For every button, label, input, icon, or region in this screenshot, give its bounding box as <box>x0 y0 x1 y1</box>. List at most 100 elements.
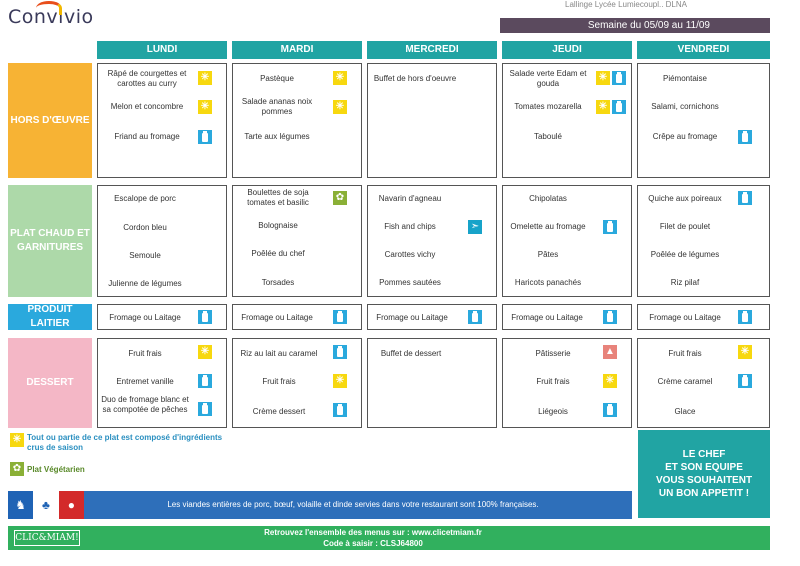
menu-item: Torsades <box>261 278 295 287</box>
category-dessert: DESSERT <box>8 338 92 428</box>
cell-lait-lundi: Fromage ou Laitage <box>97 304 227 330</box>
menu-item: Buffet de dessert <box>380 349 442 358</box>
footer-code: Code à saisir : CLSJ64800 <box>323 539 423 548</box>
cell-hors-mardi: Pastèque ✳ Salade ananas noix pommes ✳ T… <box>232 63 362 178</box>
top-faint-text: Lallinge Lycée Lumiecoupl.. DLNA <box>565 0 687 9</box>
footer-website[interactable]: Retrouvez l'ensemble des menus sur : www… <box>264 528 482 537</box>
menu-item: Pommes sautées <box>379 278 441 287</box>
milk-icon <box>738 310 752 324</box>
milk-icon <box>738 130 752 144</box>
cell-hors-lundi: Râpé de courgettes et carottes au curry … <box>97 63 227 178</box>
cell-plat-lundi: Escalope de porc Cordon bleu Semoule Jul… <box>97 185 227 297</box>
day-header-vendredi: VENDREDI <box>637 41 770 59</box>
chef-line: LE CHEF <box>682 449 726 460</box>
menu-item: Boulettes de soja tomates et basilic <box>247 188 309 207</box>
sun-icon: ✳ <box>198 100 212 114</box>
cell-lait-vendredi: Fromage ou Laitage <box>637 304 770 330</box>
menu-item: Pastèque <box>260 74 294 83</box>
menu-item: Friand au fromage <box>114 132 180 141</box>
menu-item: Escalope de porc <box>114 194 176 203</box>
cell-plat-jeudi: Chipolatas Omelette au fromage Pâtes Har… <box>502 185 632 297</box>
menu-item: Bolognaise <box>258 221 298 230</box>
animal-icons: ♞ ♣ ● <box>8 491 84 519</box>
menu-item: Filet de poulet <box>659 222 711 231</box>
chef-message: LE CHEF ET SON EQUIPE VOUS SOUHAITENT UN… <box>638 430 770 518</box>
category-hors-doeuvre: HORS D'ŒUVRE <box>8 63 92 178</box>
milk-icon <box>198 310 212 324</box>
menu-item: Râpé de courgettes et carottes au curry <box>107 69 187 88</box>
sun-icon: ✳ <box>596 71 610 85</box>
menu-item: Piémontaise <box>662 74 708 83</box>
milk-icon <box>738 191 752 205</box>
menu-item: Fromage ou Laitage <box>376 313 448 322</box>
chef-line: VOUS SOUHAITENT <box>655 475 753 486</box>
sun-icon: ✳ <box>596 100 610 114</box>
category-plat-chaud: PLAT CHAUD ET GARNITURES <box>8 185 92 297</box>
sun-icon: ✳ <box>198 71 212 85</box>
sun-icon: ✳ <box>333 374 347 388</box>
menu-item: Entremet vanille <box>116 377 174 386</box>
cell-hors-mercredi: Buffet de hors d'oeuvre <box>367 63 497 178</box>
menu-item: Fruit frais <box>536 377 570 386</box>
menu-item: Crème dessert <box>252 407 306 416</box>
cell-plat-mercredi: Navarin d'agneau Fish and chips ➣ Carott… <box>367 185 497 297</box>
milk-icon <box>738 374 752 388</box>
menu-item: Duo de fromage blanc et sa compotée de p… <box>101 395 189 414</box>
menu-item: Tarte aux légumes <box>244 132 310 141</box>
sun-icon: ✳ <box>333 100 347 114</box>
legend-sun-icon: ✳ <box>10 433 24 447</box>
menu-item: Salade ananas noix pommes <box>241 97 313 116</box>
cell-plat-mardi: Boulettes de soja tomates et basilic ✿ B… <box>232 185 362 297</box>
cell-dessert-jeudi: Pâtisserie ▲ Fruit frais ✳ Liégeois <box>502 338 632 428</box>
chef-line: ET SON EQUIPE <box>665 462 743 473</box>
menu-item: Fruit frais <box>128 349 162 358</box>
cell-lait-jeudi: Fromage ou Laitage <box>502 304 632 330</box>
menu-item: Fromage ou Laitage <box>109 313 181 322</box>
milk-icon <box>612 100 626 114</box>
menu-item: Navarin d'agneau <box>378 194 442 203</box>
cell-hors-vendredi: Piémontaise Salami, cornichons Crêpe au … <box>637 63 770 178</box>
sun-icon: ✳ <box>603 374 617 388</box>
cell-dessert-lundi: Fruit frais ✳ Entremet vanille Duo de fr… <box>97 338 227 428</box>
convivio-logo: Convivio <box>8 1 94 28</box>
cell-plat-vendredi: Quiche aux poireaux Filet de poulet Poêl… <box>637 185 770 297</box>
menu-item: Buffet de hors d'oeuvre <box>373 74 457 83</box>
menu-item: Fromage ou Laitage <box>241 313 313 322</box>
menu-item: Semoule <box>129 251 161 260</box>
chicken-icon: ♣ <box>33 491 59 519</box>
footer-bar: CLIC&MIAM! Retrouvez l'ensemble des menu… <box>8 526 770 550</box>
day-header-lundi: LUNDI <box>97 41 227 59</box>
milk-icon <box>333 345 347 359</box>
cell-dessert-mardi: Riz au lait au caramel Fruit frais ✳ Crè… <box>232 338 362 428</box>
legend-vegetarian: Plat Végétarien <box>27 465 85 474</box>
sun-icon: ✳ <box>198 345 212 359</box>
menu-item: Taboulé <box>533 132 563 141</box>
sun-icon: ✳ <box>738 345 752 359</box>
cow-icon: ♞ <box>8 491 34 519</box>
clicmiam-logo: CLIC&MIAM! <box>14 530 80 546</box>
menu-item: Glace <box>674 407 696 416</box>
milk-icon <box>198 402 212 416</box>
menu-item: Pâtes <box>537 250 559 259</box>
menu-item: Haricots panachés <box>514 278 582 287</box>
menu-item: Omelette au fromage <box>510 222 586 231</box>
milk-icon <box>603 403 617 417</box>
week-banner: Semaine du 05/09 au 11/09 <box>500 18 770 33</box>
menu-item: Julienne de légumes <box>108 279 182 288</box>
sun-icon: ✳ <box>333 71 347 85</box>
menu-item: Carottes vichy <box>384 250 436 259</box>
milk-icon <box>603 310 617 324</box>
menu-item: Pâtisserie <box>535 349 571 358</box>
menu-item: Salami, cornichons <box>651 102 719 111</box>
day-header-mercredi: MERCREDI <box>367 41 497 59</box>
menu-item: Cordon bleu <box>123 223 167 232</box>
menu-item: Crêpe au fromage <box>652 132 718 141</box>
menu-item: Melon et concombre <box>110 102 184 111</box>
milk-icon <box>468 310 482 324</box>
menu-item: Quiche aux poireaux <box>648 194 722 203</box>
menu-item: Fish and chips <box>384 222 436 231</box>
cell-dessert-mercredi: Buffet de dessert <box>367 338 497 428</box>
cell-lait-mercredi: Fromage ou Laitage <box>367 304 497 330</box>
milk-icon <box>198 130 212 144</box>
meat-origin-banner: ♞ ♣ ● Les viandes entières de porc, bœuf… <box>8 491 632 519</box>
